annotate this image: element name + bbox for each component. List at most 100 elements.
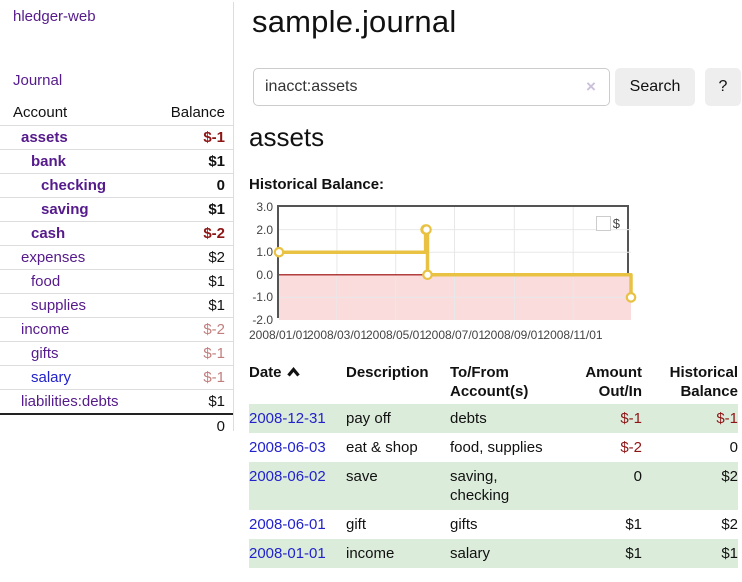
y-tick-label: 2.0 [256,223,273,237]
x-tick-label: 2008/03/01 [306,328,368,342]
plot-area: $ [273,205,637,320]
x-tick-label: 2008/07/01 [424,328,486,342]
account-link-food[interactable]: food [31,273,61,290]
legend-label: $ [612,216,620,231]
sort-asc-icon [286,364,301,383]
transaction-date-link[interactable]: 2008-06-03 [249,439,326,456]
transaction-accounts: debts [450,410,487,427]
chart-legend: $ [595,216,620,231]
page-title: sample.journal [252,4,457,39]
transaction-balance: $2 [721,468,738,485]
transaction-balance: 0 [729,439,738,456]
register-row: 2008-06-01 gift gifts $1 $2 [249,510,738,539]
account-row: food $1 [0,269,233,294]
account-row: liabilities:debts $1 [0,389,233,415]
account-balance: $1 [208,153,225,170]
account-row: cash $-2 [0,221,233,246]
account-row: bank $1 [0,149,233,174]
account-link-income[interactable]: income [21,321,70,338]
account-balance: $-1 [203,129,225,146]
account-balance: 0 [216,177,225,194]
account-link-saving[interactable]: saving [41,201,89,218]
search-input[interactable] [253,68,610,106]
account-row: saving $1 [0,197,233,222]
register-row: 2008-06-02 save saving, checking 0 $2 [249,462,738,510]
clear-search-icon[interactable]: × [586,77,596,96]
chart-canvas [273,207,637,320]
transaction-amount: $1 [625,545,642,562]
account-column-header: Account [13,104,68,121]
transaction-accounts: saving, checking [450,468,510,504]
transaction-description: income [346,545,395,562]
brand-link[interactable]: hledger-web [13,8,96,25]
account-balance: $1 [208,297,225,314]
accounts-table: Account Balance assets $-1 bank $1 check… [0,101,233,438]
account-link-assets[interactable]: assets [21,129,68,146]
y-tick-label: -1.0 [252,290,273,304]
account-link-expenses[interactable]: expenses [21,249,86,266]
accounts-column-header: To/From Account(s) [450,364,529,400]
account-balance: $-1 [203,345,225,362]
x-tick-label: 2008/09/01 [483,328,545,342]
transaction-description: gift [346,516,367,533]
account-heading: assets [249,122,325,152]
help-button[interactable]: ? [705,68,741,106]
y-tick-label: 3.0 [256,200,273,214]
transaction-accounts: food, supplies [450,439,543,456]
sidebar-item-journal[interactable]: Journal [13,72,63,89]
account-balance: $-2 [203,225,225,242]
transaction-balance: $1 [721,545,738,562]
legend-swatch [595,216,611,231]
search-button[interactable]: Search [615,68,695,106]
transaction-date-link[interactable]: 2008-06-01 [249,516,326,533]
balance-column-header: Historical Balance [669,364,738,400]
register-row: 2008-01-01 income salary $1 $1 [249,539,738,568]
account-row: income $-2 [0,317,233,342]
account-row: expenses $2 [0,245,233,270]
register-header-row: Date Description To/From Account(s) Amou… [249,361,738,404]
account-balance: $2 [208,249,225,266]
historical-balance-chart: 3.0 2.0 1.0 0.0 -1.0 -2.0 [240,200,742,346]
transaction-date-link[interactable]: 2008-01-01 [249,545,326,562]
transaction-date-link[interactable]: 2008-06-02 [249,468,326,485]
transaction-description: pay off [346,410,391,427]
data-point-markers [273,224,637,303]
sidebar-divider [233,2,234,431]
account-link-supplies[interactable]: supplies [31,297,87,314]
account-link-bank[interactable]: bank [31,153,67,170]
transaction-description: eat & shop [346,439,418,456]
y-tick-label: 0.0 [256,268,273,282]
balance-column-header: Balance [170,104,225,121]
account-row: gifts $-1 [0,341,233,366]
register-table: Date Description To/From Account(s) Amou… [249,361,738,568]
accounts-total-row: 0 [0,414,233,438]
account-balance: $1 [208,201,225,218]
register-row: 2008-12-31 pay off debts $-1 $-1 [249,404,738,433]
register-row: 2008-06-03 eat & shop food, supplies $-2… [249,433,738,462]
account-balance: $-2 [203,321,225,338]
account-link-gifts[interactable]: gifts [31,345,59,362]
account-link-salary[interactable]: salary [31,369,72,386]
transaction-accounts: salary [450,545,491,562]
transaction-description: save [346,468,378,485]
accounts-total: 0 [216,418,225,435]
date-header-label: Date [249,364,282,381]
account-balance: $1 [208,393,225,410]
y-tick-label: -2.0 [252,313,273,327]
account-row: checking 0 [0,173,233,198]
description-column-header: Description [346,364,429,381]
date-column-header[interactable]: Date [249,361,346,404]
x-tick-label: 2008/01/01 [248,328,310,342]
account-link-checking[interactable]: checking [41,177,107,194]
transaction-amount: $-1 [620,410,642,427]
account-row: supplies $1 [0,293,233,318]
amount-column-header: Amount Out/In [585,364,642,400]
account-link-liabilities-debts[interactable]: liabilities:debts [21,393,119,410]
transaction-amount: $1 [625,516,642,533]
account-row: salary $-1 [0,365,233,390]
transaction-amount: $-2 [620,439,642,456]
account-link-cash[interactable]: cash [31,225,66,242]
account-balance: $1 [208,273,225,290]
x-tick-label: 2008/11/01 [543,328,603,342]
transaction-date-link[interactable]: 2008-12-31 [249,410,326,427]
